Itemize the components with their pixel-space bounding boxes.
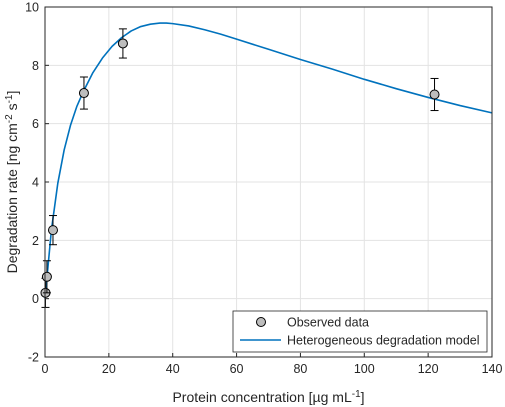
model-line-layer (44, 22, 493, 299)
x-axis-label-sup: -1 (352, 389, 361, 400)
y-axis-label-part-2: s (4, 103, 20, 114)
data-point-group (429, 77, 440, 112)
data-point (78, 88, 89, 99)
x-tick-label: 120 (418, 362, 439, 376)
x-tick-label: 40 (166, 362, 180, 376)
data-point (429, 89, 440, 100)
data-point (41, 271, 52, 282)
legend-box (232, 310, 488, 353)
data-point (117, 38, 128, 49)
legend-marker-observed (256, 317, 266, 327)
data-point-group (47, 215, 58, 246)
model-line (44, 22, 493, 299)
x-tick-label: 0 (42, 362, 49, 376)
x-tick-label: 140 (482, 362, 503, 376)
legend-label-model: Heterogeneous degradation model (287, 334, 480, 348)
y-tick-label: 2 (32, 234, 39, 248)
y-tick-label: 6 (32, 117, 39, 131)
y-tick-label: 10 (25, 1, 39, 15)
data-point-group (78, 76, 89, 110)
y-axis-label-part-1: Degradation rate [ng cm (4, 123, 20, 273)
x-tick-label: 20 (102, 362, 116, 376)
x-axis-label: Protein concentration [µg mL-1] (172, 389, 364, 406)
y-axis-label-sup-1: -2 (4, 114, 15, 123)
legend-label-observed: Observed data (287, 316, 369, 330)
data-point-group (117, 28, 128, 59)
x-tick-label: 100 (354, 362, 375, 376)
data-point (47, 225, 58, 236)
x-tick-label: 60 (230, 362, 244, 376)
legend: Observed data Heterogeneous degradation … (232, 310, 488, 353)
y-tick-label: -2 (28, 351, 39, 365)
x-axis-label-main: Protein concentration [µg mL (172, 389, 351, 405)
y-axis-label-part-3: ] (4, 91, 20, 95)
y-tick-label: 8 (32, 59, 39, 73)
y-tick-label: 0 (32, 292, 39, 306)
y-axis-label-sup-2: -1 (4, 94, 15, 103)
y-axis-label: Degradation rate [ng cm-2 s-1] (4, 91, 21, 274)
y-tick-label: 4 (32, 176, 39, 190)
x-axis-label-end: ] (361, 389, 365, 405)
x-tick-label: 80 (293, 362, 307, 376)
